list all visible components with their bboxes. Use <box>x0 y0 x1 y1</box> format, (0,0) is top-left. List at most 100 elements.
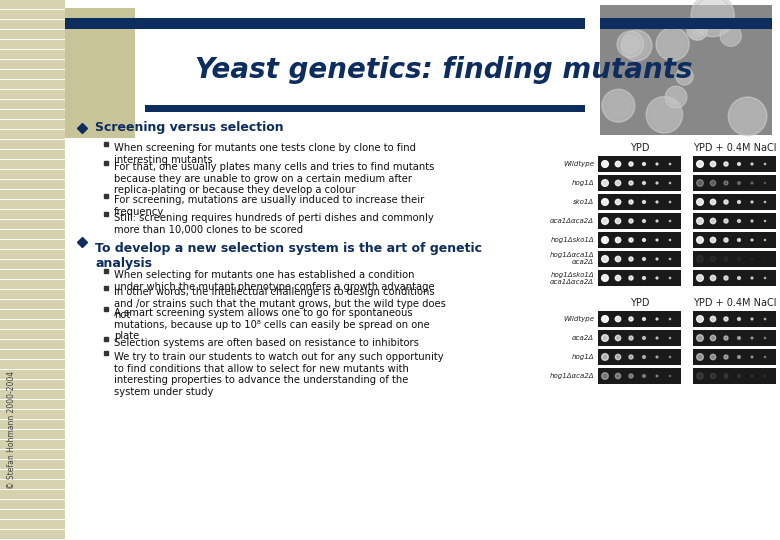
Bar <box>0 310 65 319</box>
Bar <box>598 311 681 327</box>
Circle shape <box>676 68 693 85</box>
Bar <box>0 420 65 429</box>
Bar <box>0 10 65 19</box>
Text: Screening versus selection: Screening versus selection <box>95 122 284 134</box>
Bar <box>0 200 65 209</box>
Bar <box>0 160 65 169</box>
Circle shape <box>601 335 608 341</box>
Circle shape <box>724 355 728 359</box>
Bar <box>0 290 65 299</box>
Circle shape <box>724 374 728 378</box>
Circle shape <box>738 163 740 165</box>
Circle shape <box>656 258 658 260</box>
Text: For that, one usually plates many cells and tries to find mutants
because they a: For that, one usually plates many cells … <box>114 162 434 195</box>
Circle shape <box>738 355 740 359</box>
Circle shape <box>656 201 658 203</box>
Circle shape <box>738 200 740 204</box>
Bar <box>598 156 681 172</box>
Bar <box>0 40 65 49</box>
Bar <box>0 130 65 139</box>
Bar <box>600 5 772 135</box>
Text: hog1Δ: hog1Δ <box>572 354 594 360</box>
Circle shape <box>629 238 633 242</box>
Circle shape <box>615 237 621 242</box>
Circle shape <box>729 97 767 136</box>
Circle shape <box>629 355 633 359</box>
Text: hog1Δsko1Δ
αca1Δαca2Δ: hog1Δsko1Δ αca1Δαca2Δ <box>550 272 594 285</box>
Circle shape <box>764 319 766 320</box>
Bar <box>693 175 776 191</box>
Circle shape <box>711 199 716 205</box>
Circle shape <box>643 239 645 241</box>
Text: YPD + 0.4M NaCl: YPD + 0.4M NaCl <box>693 298 776 308</box>
Circle shape <box>669 201 671 202</box>
Circle shape <box>697 180 704 186</box>
Circle shape <box>656 356 658 358</box>
Bar <box>0 460 65 469</box>
Bar <box>0 320 65 329</box>
Bar <box>598 330 681 346</box>
Circle shape <box>669 220 671 221</box>
Bar <box>598 175 681 191</box>
Bar <box>0 360 65 369</box>
Circle shape <box>665 86 687 108</box>
Circle shape <box>697 218 704 224</box>
Bar <box>0 520 65 529</box>
Text: We try to train our students to watch out for any such opportunity
to find condi: We try to train our students to watch ou… <box>114 352 444 397</box>
Bar <box>0 110 65 119</box>
Circle shape <box>669 258 671 260</box>
Text: A smart screening system allows one to go for spontaneous
mutations, because up : A smart screening system allows one to g… <box>114 308 430 341</box>
Text: In other words, the intellectual challenge is to design conditions
and /or strai: In other words, the intellectual challen… <box>114 287 446 320</box>
Circle shape <box>751 239 753 241</box>
Circle shape <box>656 28 690 60</box>
Circle shape <box>738 181 740 185</box>
Circle shape <box>738 220 740 222</box>
Circle shape <box>724 276 728 280</box>
Circle shape <box>615 316 621 322</box>
Circle shape <box>629 276 633 280</box>
Bar <box>0 400 65 409</box>
Circle shape <box>751 277 753 279</box>
Circle shape <box>711 354 716 360</box>
Circle shape <box>751 318 753 320</box>
Circle shape <box>629 257 633 261</box>
Circle shape <box>724 162 728 166</box>
Circle shape <box>601 237 608 244</box>
Circle shape <box>751 182 753 184</box>
Text: For screening, mutations are usually induced to increase their
frequency: For screening, mutations are usually ind… <box>114 195 424 217</box>
Circle shape <box>629 336 633 340</box>
Bar <box>693 270 776 286</box>
Text: When screening for mutants one tests clone by clone to find
interesting mutants: When screening for mutants one tests clo… <box>114 143 416 165</box>
Circle shape <box>751 163 753 165</box>
Circle shape <box>697 354 704 360</box>
Circle shape <box>656 318 658 320</box>
Circle shape <box>751 220 753 222</box>
Circle shape <box>724 200 728 204</box>
Circle shape <box>724 317 728 321</box>
Circle shape <box>629 181 633 185</box>
Circle shape <box>697 335 704 341</box>
Text: YPD: YPD <box>629 298 649 308</box>
Circle shape <box>764 239 766 241</box>
Circle shape <box>711 237 716 242</box>
Bar <box>598 213 681 229</box>
Circle shape <box>669 278 671 279</box>
Text: hog1Δsko1Δ: hog1Δsko1Δ <box>551 237 594 243</box>
Circle shape <box>643 276 645 279</box>
Circle shape <box>629 374 633 378</box>
Circle shape <box>601 199 608 205</box>
Circle shape <box>643 220 645 222</box>
Bar <box>0 80 65 89</box>
Circle shape <box>615 218 621 224</box>
Circle shape <box>615 180 621 186</box>
Circle shape <box>697 316 704 322</box>
Circle shape <box>720 25 741 46</box>
Text: Wildtype: Wildtype <box>563 161 594 167</box>
Circle shape <box>764 201 766 202</box>
Bar <box>600 18 772 29</box>
Circle shape <box>724 219 728 223</box>
Bar <box>693 156 776 172</box>
Circle shape <box>711 180 716 186</box>
Circle shape <box>643 181 645 185</box>
Text: Wildtype: Wildtype <box>563 316 594 322</box>
